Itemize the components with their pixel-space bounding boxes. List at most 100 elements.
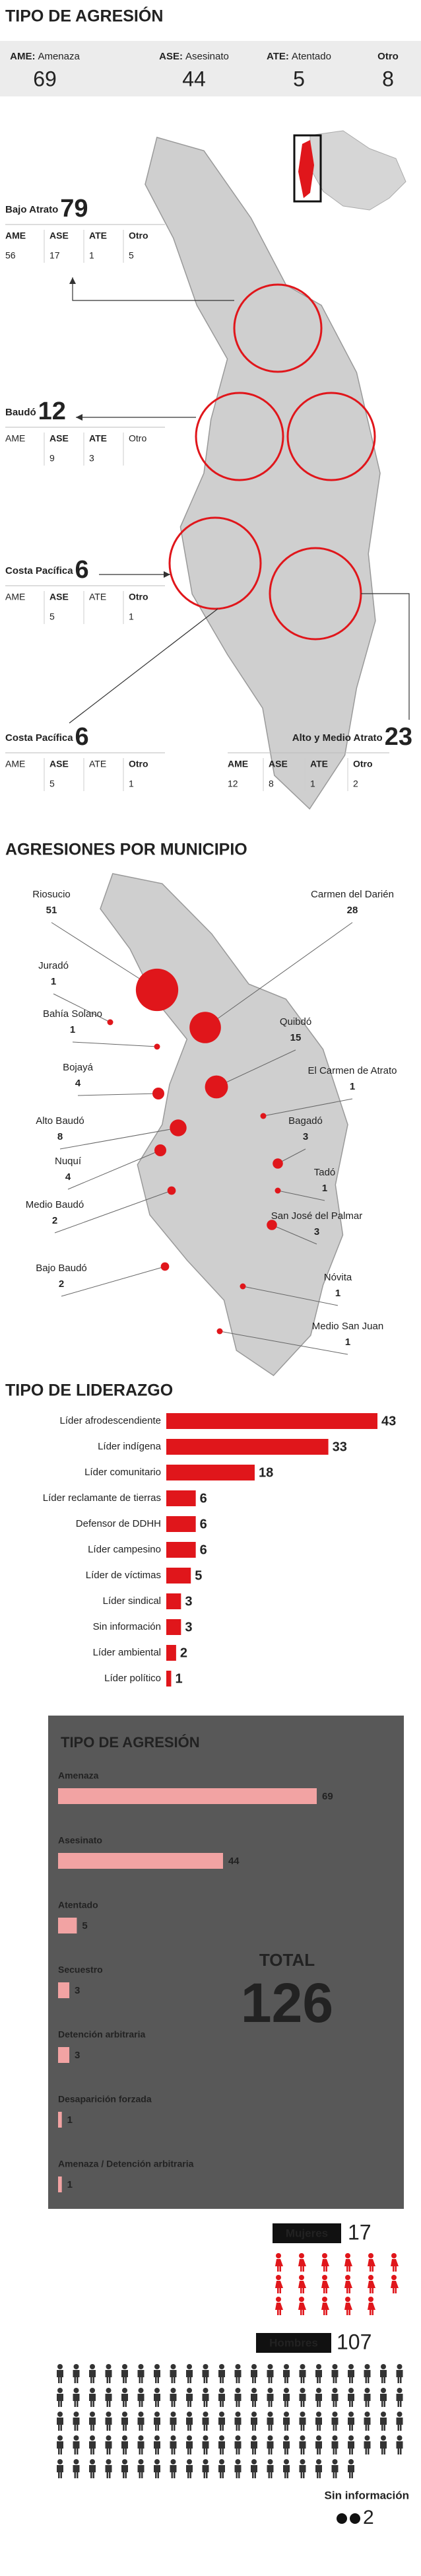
icon-head <box>219 2388 224 2393</box>
bar <box>58 1918 77 1933</box>
icon-body <box>154 2441 160 2454</box>
icon-body <box>137 2394 145 2407</box>
leader-line <box>53 993 111 1023</box>
municipality-name: Riosucio <box>32 889 71 900</box>
icon-body <box>137 2418 145 2431</box>
icon-body <box>121 2394 128 2407</box>
icon-head <box>106 2459 112 2464</box>
leader-line <box>263 1098 353 1117</box>
man-icon <box>170 2412 177 2431</box>
bar-value: 43 <box>381 1414 396 1428</box>
icon-head <box>154 2412 160 2417</box>
municipality-bubble <box>154 1043 160 1050</box>
region-column-label: AME <box>5 230 26 241</box>
icon-head <box>364 2364 370 2369</box>
region-column-value: 17 <box>49 250 60 261</box>
icon-body <box>121 2370 128 2383</box>
icon-body <box>105 2370 112 2383</box>
man-icon <box>218 2364 225 2383</box>
icon-body <box>299 2441 306 2454</box>
man-icon <box>331 2412 339 2431</box>
icon-head <box>267 2435 273 2441</box>
municipality-bubble <box>205 1075 228 1099</box>
icon-head <box>381 2412 386 2417</box>
icon-head <box>267 2459 273 2464</box>
icon-head <box>348 2388 354 2393</box>
region-column-label: ASE <box>49 433 69 444</box>
man-icon <box>380 2412 387 2431</box>
bar-label: Líder reclamante de tierras <box>43 1492 161 1504</box>
man-icon <box>364 2435 371 2454</box>
icon-head <box>332 2459 338 2464</box>
leader-line <box>77 1093 159 1096</box>
connector <box>69 608 218 724</box>
icon-body <box>89 2465 96 2478</box>
icon-head <box>57 2388 63 2393</box>
icon-body <box>364 2418 371 2431</box>
man-icon <box>234 2388 242 2407</box>
icon-head <box>106 2388 112 2393</box>
icon-body <box>298 2303 306 2315</box>
man-icon <box>73 2388 80 2407</box>
icon-body <box>275 2281 283 2293</box>
icon-head <box>154 2459 160 2464</box>
icon-head <box>345 2253 350 2258</box>
region-column-value: 8 <box>269 779 274 789</box>
icon-head <box>73 2459 79 2464</box>
man-icon <box>234 2459 242 2478</box>
bar-label: Defensor de DDHH <box>76 1518 161 1529</box>
man-icon <box>299 2459 306 2478</box>
icon-body <box>368 2303 375 2315</box>
icon-body <box>218 2394 225 2407</box>
unknown-dot <box>350 2513 360 2524</box>
bar-value: 69 <box>322 1791 333 1802</box>
municipality-value: 1 <box>322 1183 327 1194</box>
man-icon <box>170 2364 177 2383</box>
icon-body <box>283 2441 290 2454</box>
bar <box>166 1465 255 1480</box>
icon-body <box>331 2394 339 2407</box>
man-icon <box>170 2459 177 2478</box>
icon-body <box>368 2259 375 2272</box>
bar-label: Líder campesino <box>88 1544 161 1555</box>
icon-body <box>344 2259 352 2272</box>
section-title: TIPO DE LIDERAZGO <box>5 1381 173 1400</box>
woman-icon <box>368 2297 375 2315</box>
icon-body <box>57 2394 63 2407</box>
man-icon <box>154 2364 160 2383</box>
icon-head <box>276 2275 281 2280</box>
municipality-name: Bajo Baudó <box>36 1263 87 1274</box>
man-icon <box>283 2459 290 2478</box>
icon-head <box>90 2435 95 2441</box>
icon-head <box>235 2459 241 2464</box>
region-column-label: AME <box>228 759 248 769</box>
man-icon <box>396 2388 403 2407</box>
icon-body <box>283 2418 290 2431</box>
bar-value: 1 <box>175 1671 182 1686</box>
icon-body <box>73 2370 80 2383</box>
icon-body <box>396 2441 403 2454</box>
icon-body <box>251 2465 257 2478</box>
woman-icon <box>275 2275 283 2293</box>
icon-body <box>105 2394 112 2407</box>
icon-head <box>348 2364 354 2369</box>
icon-body <box>57 2370 63 2383</box>
bar-value: 5 <box>195 1568 202 1583</box>
icon-head <box>187 2364 192 2369</box>
municipality-value: 15 <box>290 1032 302 1043</box>
icon-head <box>106 2435 112 2441</box>
region-column-value: 1 <box>129 779 134 789</box>
icon-head <box>267 2412 273 2417</box>
count-label: Sin información <box>325 2489 409 2501</box>
icon-body <box>267 2441 274 2454</box>
icon-body <box>170 2418 177 2431</box>
bar <box>166 1490 196 1506</box>
bar-value: 3 <box>185 1620 192 1634</box>
man-icon <box>331 2388 339 2407</box>
man-icon <box>73 2412 80 2431</box>
region-title: Costa Pacífica6 <box>5 556 89 584</box>
icon-head <box>397 2364 403 2369</box>
man-icon <box>364 2364 371 2383</box>
man-icon <box>57 2388 63 2407</box>
